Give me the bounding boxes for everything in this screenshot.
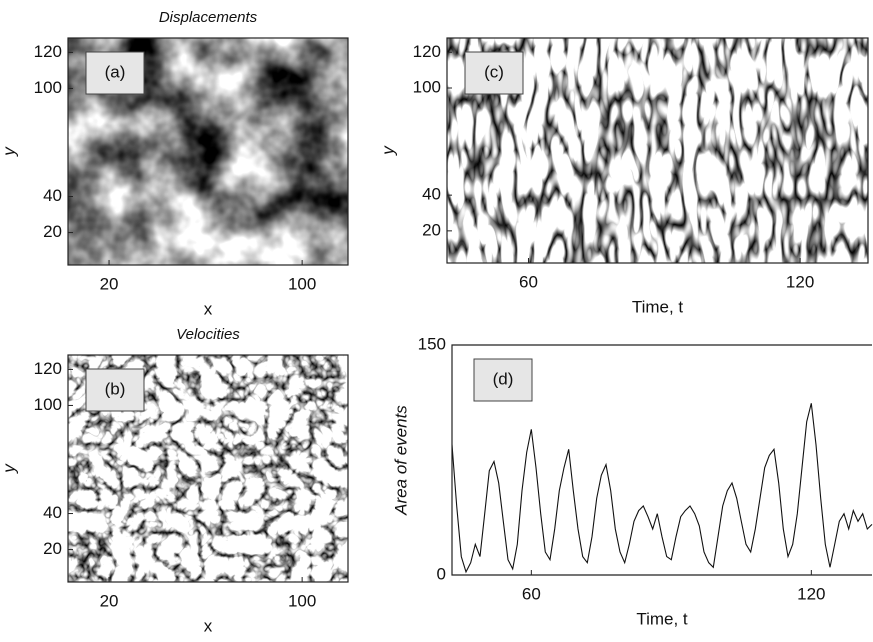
frame bbox=[451, 344, 872, 576]
panel-title: Displacements bbox=[159, 9, 258, 26]
frame bbox=[67, 37, 349, 266]
y-tick-label: 100 bbox=[34, 395, 62, 414]
panel-label: (b) bbox=[105, 379, 126, 398]
y-axis-label: Area of events bbox=[391, 405, 410, 516]
x-axis-label: Time, t bbox=[632, 297, 684, 316]
panel-label-box bbox=[464, 51, 524, 95]
x-tick-label: 120 bbox=[797, 584, 825, 603]
line bbox=[451, 403, 873, 574]
y-tick-label: 20 bbox=[43, 222, 62, 241]
x-tick-label: 60 bbox=[519, 272, 538, 291]
y-tick-label: 20 bbox=[422, 220, 441, 239]
y-tick-label: 100 bbox=[413, 77, 441, 96]
panel-label-box bbox=[85, 368, 145, 412]
panel-label: (c) bbox=[484, 62, 504, 81]
panel-label-box bbox=[473, 358, 533, 402]
y-tick-label: 120 bbox=[413, 42, 441, 61]
x-tick-label: 20 bbox=[100, 591, 119, 610]
x-tick-label: 100 bbox=[288, 274, 316, 293]
y-tick-label: 40 bbox=[43, 503, 62, 522]
y-tick-label: 120 bbox=[34, 359, 62, 378]
x-tick-label: 60 bbox=[522, 584, 541, 603]
y-axis-label: y bbox=[0, 146, 18, 157]
y-axis-label: y bbox=[0, 463, 18, 474]
x-axis-label: x bbox=[204, 616, 213, 635]
y-tick-label: 150 bbox=[418, 334, 446, 353]
x-tick-label: 20 bbox=[100, 274, 119, 293]
y-tick-label: 100 bbox=[34, 78, 62, 97]
y-tick-label: 40 bbox=[43, 186, 62, 205]
y-tick-label: 20 bbox=[43, 539, 62, 558]
panel-title: Velocities bbox=[176, 326, 240, 343]
y-tick-label: 40 bbox=[422, 185, 441, 204]
frame bbox=[446, 37, 869, 264]
y-tick-label: 0 bbox=[437, 564, 446, 583]
frame bbox=[67, 354, 349, 583]
panel-label-box bbox=[85, 51, 145, 95]
x-tick-label: 120 bbox=[786, 272, 814, 291]
panel-label: (d) bbox=[493, 369, 514, 388]
x-axis-label: Time, t bbox=[636, 609, 688, 628]
x-axis-label: x bbox=[204, 299, 213, 318]
y-tick-label: 120 bbox=[34, 42, 62, 61]
y-axis-label: y bbox=[378, 145, 397, 156]
x-tick-label: 100 bbox=[288, 591, 316, 610]
panel-label: (a) bbox=[105, 62, 126, 81]
